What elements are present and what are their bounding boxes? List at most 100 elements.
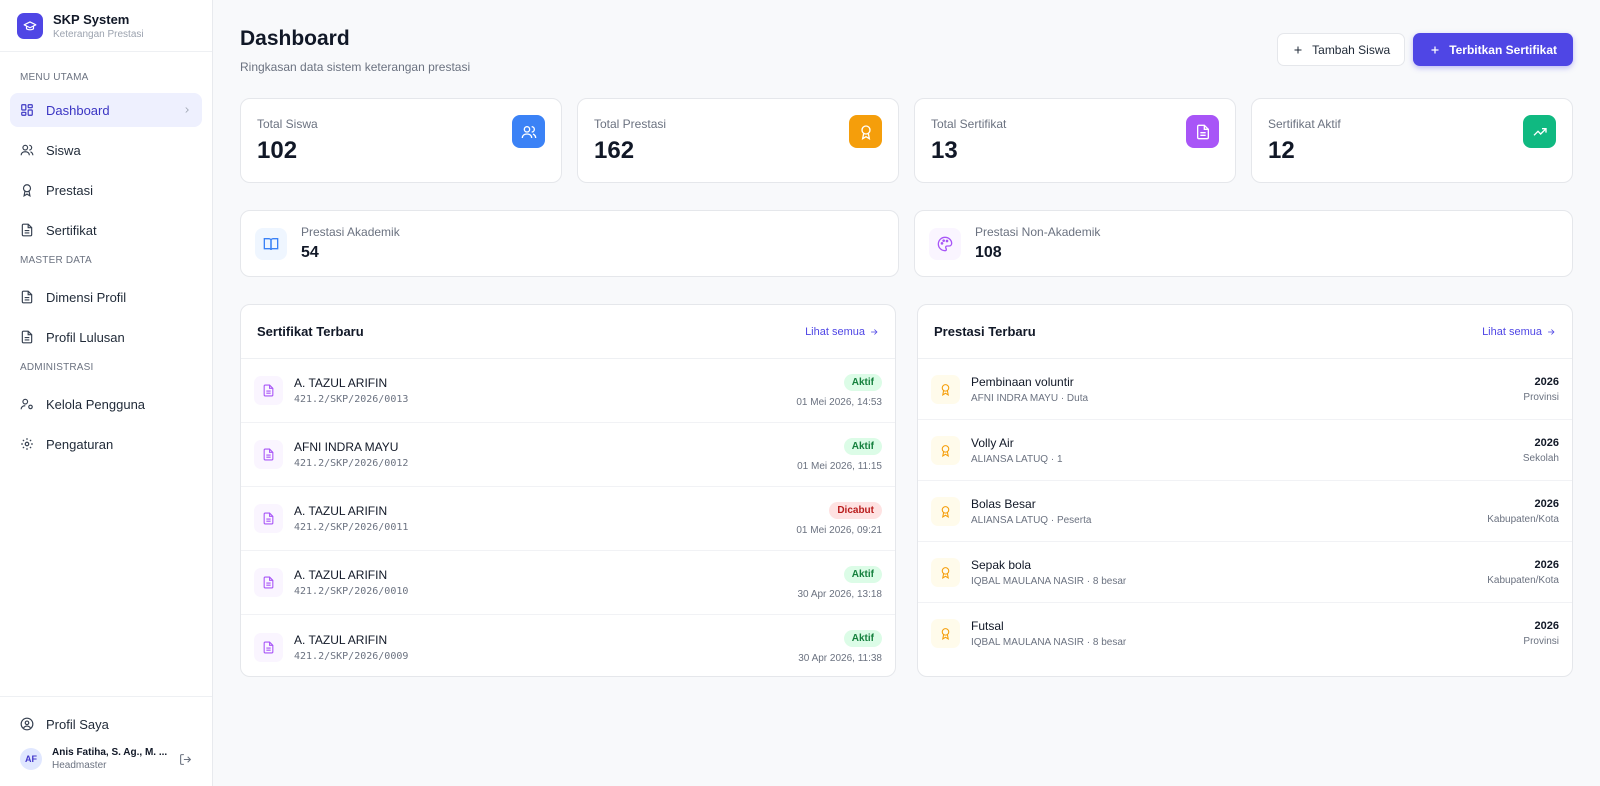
brand-subtitle: Keterangan Prestasi xyxy=(53,28,144,40)
sidebar-item-label: Prestasi xyxy=(46,182,93,198)
certificate-date: 30 Apr 2026, 13:18 xyxy=(797,588,882,600)
table-row[interactable]: A. TAZUL ARIFIN 421.2/SKP/2026/0013 Aktif… xyxy=(241,359,895,423)
sidebar-item-dimensi-profil[interactable]: Dimensi Profil xyxy=(10,280,202,314)
stats-row: Total Siswa 102 Total Prestasi 162 Total… xyxy=(240,98,1573,183)
list-item[interactable]: Pembinaan voluntir AFNI INDRA MAYU · Duta… xyxy=(918,359,1572,420)
award-icon xyxy=(931,435,960,465)
sidebar-item-profil-lulusan[interactable]: Profil Lulusan xyxy=(10,320,202,354)
status-badge: Aktif xyxy=(843,565,882,583)
stat-value: 102 xyxy=(257,137,298,164)
stat-value: 13 xyxy=(931,137,958,164)
see-all-certificates-link[interactable]: Lihat semua xyxy=(805,326,879,338)
award-icon xyxy=(20,183,34,197)
button-label: Tambah Siswa xyxy=(1312,42,1391,57)
certificate-name: A. TAZUL ARIFIN xyxy=(294,376,388,390)
add-student-button[interactable]: Tambah Siswa xyxy=(1277,33,1406,66)
document-icon xyxy=(254,376,283,405)
document-icon xyxy=(20,330,34,344)
table-row[interactable]: AFNI INDRA MAYU 421.2/SKP/2026/0012 Aktif… xyxy=(241,423,895,487)
sidebar-item-siswa[interactable]: Siswa xyxy=(10,133,202,167)
see-all-achievements-link[interactable]: Lihat semua xyxy=(1482,326,1556,338)
document-icon xyxy=(254,632,283,662)
document-icon xyxy=(20,290,34,304)
achievement-detail: ALIANSA LATUQ · Peserta xyxy=(971,514,1092,526)
certificate-number: 421.2/SKP/2026/0012 xyxy=(294,458,409,469)
status-badge: Aktif xyxy=(843,373,882,391)
sidebar-item-label: Profil Lulusan xyxy=(46,329,125,345)
category-card-akademik: Prestasi Akademik 54 xyxy=(240,210,899,277)
header-actions: Tambah Siswa Terbitkan Sertifikat xyxy=(1277,33,1573,66)
status-badge: Aktif xyxy=(843,630,882,647)
status-badge: Aktif xyxy=(843,437,882,455)
trending-up-icon xyxy=(1523,115,1556,148)
list-item[interactable]: Sepak bola IQBAL MAULANA NASIR · 8 besar … xyxy=(918,542,1572,603)
sidebar-nav: MENU UTAMA Dashboard Siswa Prestasi Sert… xyxy=(0,52,212,696)
list-item[interactable]: Bolas Besar ALIANSA LATUQ · Peserta 2026 K… xyxy=(918,481,1572,542)
page-subtitle: Ringkasan data sistem keterangan prestas… xyxy=(240,60,471,74)
sidebar-item-label: Dashboard xyxy=(46,102,110,118)
certificate-date: 01 Mei 2026, 09:21 xyxy=(796,524,882,536)
award-icon xyxy=(931,374,960,404)
stat-label: Total Sertifikat xyxy=(931,117,1007,131)
achievement-title: Volly Air xyxy=(971,435,1014,450)
plus-icon xyxy=(1292,44,1304,56)
achievement-year: 2026 xyxy=(1534,436,1559,449)
achievement-year: 2026 xyxy=(1534,620,1559,632)
logout-icon[interactable] xyxy=(179,753,192,766)
users-icon xyxy=(512,115,545,148)
certificate-name: AFNI INDRA MAYU xyxy=(294,440,399,454)
link-label: Lihat semua xyxy=(1482,325,1542,338)
award-icon xyxy=(931,496,960,526)
document-icon xyxy=(254,504,283,533)
table-row[interactable]: A. TAZUL ARIFIN 421.2/SKP/2026/0009 Aktif… xyxy=(241,615,895,676)
panel-title: Prestasi Terbaru xyxy=(934,324,1036,339)
chevron-right-icon xyxy=(182,105,192,115)
button-label: Terbitkan Sertifikat xyxy=(1449,42,1557,57)
achievement-detail: IQBAL MAULANA NASIR · 8 besar xyxy=(971,637,1127,648)
users-icon xyxy=(20,143,34,157)
nav-section-administrasi: ADMINISTRASI xyxy=(20,362,94,373)
list-item[interactable]: Futsal IQBAL MAULANA NASIR · 8 besar 2026… xyxy=(918,603,1572,664)
issue-certificate-button[interactable]: Terbitkan Sertifikat xyxy=(1413,33,1573,66)
sidebar-item-sertifikat[interactable]: Sertifikat xyxy=(10,213,202,247)
table-row[interactable]: A. TAZUL ARIFIN 421.2/SKP/2026/0011 Dicab… xyxy=(241,487,895,551)
sidebar-item-pengaturan[interactable]: Pengaturan xyxy=(10,427,202,461)
document-icon xyxy=(254,440,283,469)
sidebar-item-dashboard[interactable]: Dashboard xyxy=(10,93,202,127)
award-icon xyxy=(931,557,960,587)
stat-label: Total Prestasi xyxy=(594,117,667,131)
status-badge: Dicabut xyxy=(829,501,882,519)
list-item[interactable]: Volly Air ALIANSA LATUQ · 1 2026 Sekolah xyxy=(918,420,1572,481)
sidebar-item-profil-saya[interactable]: Profil Saya xyxy=(10,707,202,741)
recent-achievements-panel: Prestasi Terbaru Lihat semua Pembinaan v… xyxy=(917,304,1573,677)
table-row[interactable]: A. TAZUL ARIFIN 421.2/SKP/2026/0010 Aktif… xyxy=(241,551,895,615)
achievement-year: 2026 xyxy=(1534,558,1559,571)
stat-card-total-siswa: Total Siswa 102 xyxy=(240,98,562,183)
document-icon xyxy=(1186,115,1219,148)
stat-value: 162 xyxy=(594,137,635,164)
achievement-detail: ALIANSA LATUQ · 1 xyxy=(971,453,1063,465)
achievement-title: Pembinaan voluntir xyxy=(971,374,1074,389)
certificate-number: 421.2/SKP/2026/0013 xyxy=(294,394,409,405)
achievement-year: 2026 xyxy=(1534,375,1559,388)
sidebar-item-prestasi[interactable]: Prestasi xyxy=(10,173,202,207)
stat-value: 12 xyxy=(1268,137,1295,164)
sidebar-item-label: Sertifikat xyxy=(46,222,97,238)
stat-label: Sertifikat Aktif xyxy=(1268,117,1341,131)
sidebar-item-kelola-pengguna[interactable]: Kelola Pengguna xyxy=(10,387,202,421)
certificate-name: A. TAZUL ARIFIN xyxy=(294,632,388,647)
link-label: Lihat semua xyxy=(805,325,865,338)
dashboard-grid-icon xyxy=(20,103,34,117)
avatar: AF xyxy=(20,748,42,770)
sidebar-item-label: Siswa xyxy=(46,142,81,158)
recent-certificates-panel: Sertifikat Terbaru Lihat semua A. TAZUL … xyxy=(240,304,896,677)
page-header: Dashboard Ringkasan data sistem keterang… xyxy=(240,27,1573,98)
user-role: Headmaster xyxy=(52,760,107,771)
brand[interactable]: SKP System Keterangan Prestasi xyxy=(0,0,212,52)
certificate-number: 421.2/SKP/2026/0010 xyxy=(294,586,409,597)
achievement-level: Kabupaten/Kota xyxy=(1487,513,1559,525)
achievement-title: Futsal xyxy=(971,619,1004,633)
user-card: AF Anis Fatiha, S. Ag., M. ... Headmaste… xyxy=(10,747,202,771)
document-icon xyxy=(254,568,283,597)
gear-icon xyxy=(20,437,34,451)
